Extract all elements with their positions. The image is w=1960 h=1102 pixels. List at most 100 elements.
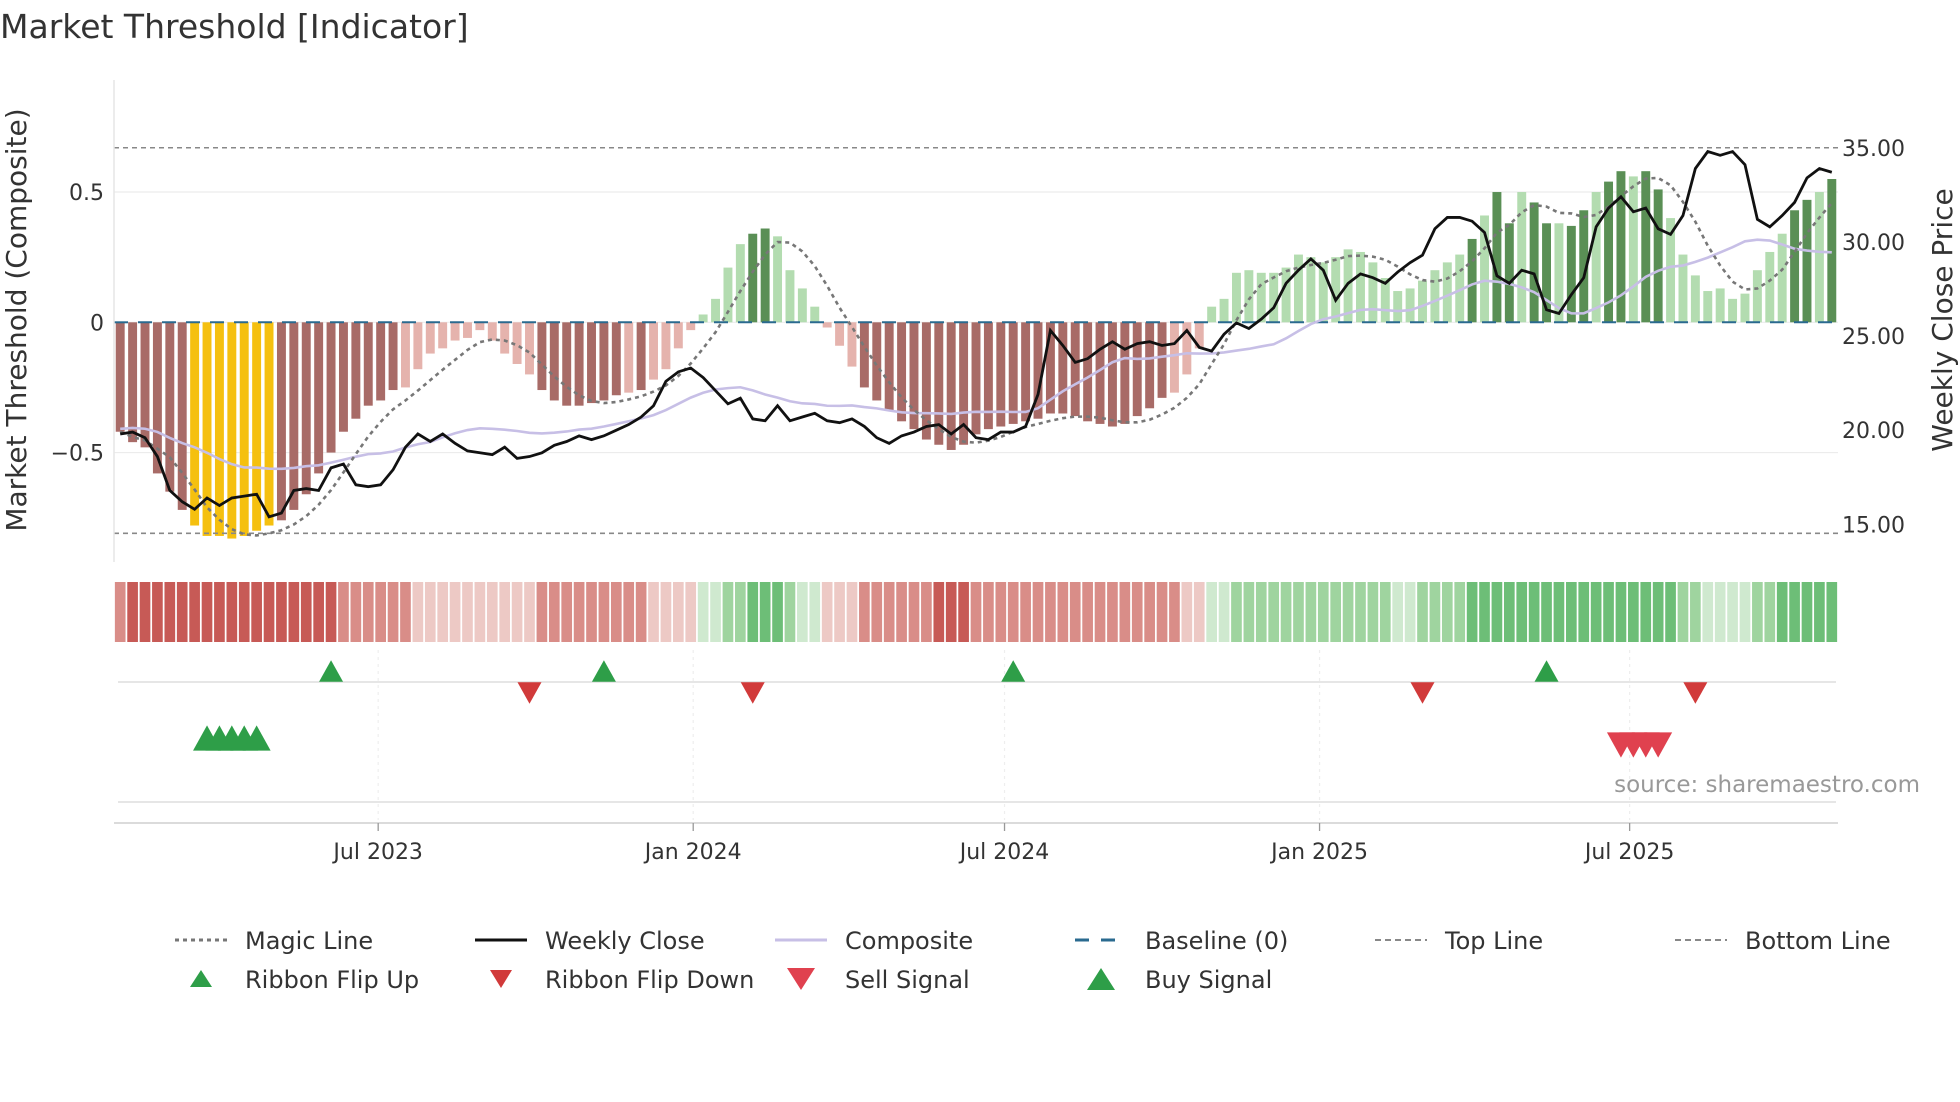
composite-bar: [599, 322, 609, 401]
ribbon-cell: [710, 582, 721, 642]
composite-bar: [1380, 278, 1390, 323]
composite-bar: [797, 288, 807, 323]
composite-bar: [711, 298, 721, 323]
composite-bar: [1145, 322, 1155, 409]
ribbon-cell: [958, 582, 969, 642]
ribbon-cell: [896, 582, 907, 642]
composite-bar: [934, 322, 944, 445]
composite-bar: [326, 322, 336, 453]
ribbon-flip-up-marker: [591, 660, 616, 682]
ribbon-cell: [152, 582, 163, 642]
ribbon-cell: [1814, 582, 1825, 642]
composite-bar: [921, 322, 931, 440]
composite-bar: [624, 322, 634, 393]
x-tick-label: Jan 2025: [1269, 840, 1368, 865]
ribbon-cell: [1268, 582, 1280, 642]
composite-bar: [1492, 192, 1502, 323]
composite-bar: [1728, 298, 1738, 323]
ribbon-cell: [263, 582, 275, 642]
composite-bar: [661, 322, 671, 370]
ribbon-cell: [1218, 582, 1230, 642]
composite-bar: [760, 228, 770, 323]
composite-bar: [1653, 189, 1663, 323]
composite-bar: [165, 322, 175, 492]
composite-bar: [611, 322, 621, 396]
composite-bar: [252, 322, 262, 531]
legend-item: Bottom Line: [1675, 927, 1891, 955]
composite-bar: [537, 322, 547, 391]
composite-bar: [1517, 192, 1527, 323]
ribbon-cell: [1789, 582, 1800, 642]
ribbon-cell: [1231, 582, 1242, 642]
composite-bar: [698, 314, 708, 323]
right-axis-ticks: 35.00 30.00 25.00 20.00 15.00: [1842, 137, 1905, 539]
legend-label: Weekly Close: [545, 927, 705, 955]
composite-bar: [314, 322, 324, 474]
left-tick-label: 0.5: [69, 181, 104, 206]
composite-bar: [1579, 210, 1589, 323]
signal-markers: [193, 660, 1708, 758]
ribbon-cell: [1404, 582, 1416, 642]
ribbon-cell: [623, 582, 635, 642]
composite-bar: [884, 322, 894, 411]
composite-bar: [152, 322, 162, 474]
ribbon-cell: [1379, 582, 1391, 642]
ribbon-cell: [1069, 582, 1081, 642]
x-tick-label: Jul 2025: [1583, 840, 1675, 865]
ribbon-cell: [1503, 582, 1515, 642]
ribbon-cell: [1466, 582, 1478, 642]
ribbon-cell: [859, 582, 870, 642]
composite-bar: [872, 322, 882, 401]
legend-swatch: [787, 968, 815, 990]
ribbon-cell: [1367, 582, 1379, 642]
ribbon-cell: [1045, 582, 1056, 642]
legend-label: Sell Signal: [845, 966, 970, 994]
ribbon-cell: [1330, 582, 1342, 642]
composite-bar: [909, 322, 919, 430]
ribbon-cell: [697, 582, 709, 642]
composite-bar: [1777, 233, 1787, 323]
ribbon-cell: [1131, 582, 1143, 642]
composite-bar: [1616, 171, 1626, 323]
legend-item: Ribbon Flip Up: [190, 966, 419, 994]
composite-bar: [1554, 223, 1564, 323]
composite-bar: [438, 322, 448, 349]
composite-bar: [1467, 238, 1477, 323]
ribbon-cell: [1206, 582, 1217, 642]
composite-bar: [1107, 322, 1117, 427]
ribbon-cell: [338, 582, 349, 642]
ribbon-cell: [561, 582, 573, 642]
signal-panel-grid: [118, 650, 1836, 820]
composite-bar: [1157, 322, 1167, 398]
composite-bar: [1765, 251, 1775, 323]
ribbon-cell: [1119, 582, 1131, 642]
composite-bar: [1666, 218, 1676, 323]
composite-bar: [487, 322, 497, 341]
composite-bar: [686, 322, 696, 331]
right-tick-label: 15.00: [1842, 513, 1905, 538]
composite-bar: [1207, 306, 1217, 323]
composite-bar: [1120, 322, 1130, 424]
left-axis-label: Market Threshold (Composite): [0, 108, 33, 531]
composite-bar: [946, 322, 956, 450]
ribbon-cell: [1826, 582, 1838, 642]
composite-bar: [897, 322, 907, 422]
series-lines: [119, 149, 1833, 537]
composite-bar: [1678, 254, 1688, 323]
ribbon-cell: [1690, 582, 1701, 642]
ribbon-cell: [201, 582, 213, 642]
composite-bar: [301, 322, 311, 495]
ribbon-cell: [1305, 582, 1317, 642]
composite-bar: [1058, 322, 1068, 414]
ribbon-cell: [325, 582, 337, 642]
ribbon-cell: [350, 582, 362, 642]
composite-bar: [1542, 223, 1551, 323]
composite-bar: [463, 322, 472, 338]
ribbon-cell: [648, 582, 659, 642]
ribbon-cell: [276, 582, 287, 642]
ribbon-cell: [1280, 582, 1292, 642]
ribbon-cell: [1169, 582, 1180, 642]
legend-swatch: [190, 970, 212, 987]
composite-bar: [773, 236, 783, 323]
ribbon-cell: [400, 582, 411, 642]
